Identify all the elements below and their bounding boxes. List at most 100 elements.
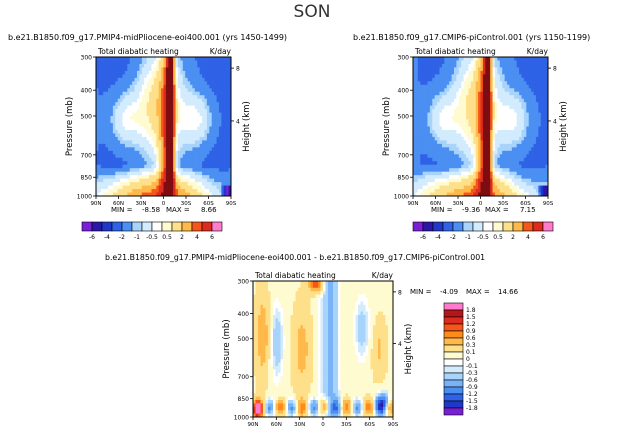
heat-cell [449,157,452,162]
heat-cell [132,105,135,110]
heat-cell [221,189,225,193]
heat-cell [112,178,116,183]
heat-cell [146,57,150,61]
heat-cell [226,119,229,124]
heat-cell [497,102,501,107]
heat-cell [545,116,549,120]
heat-cell [473,63,477,68]
heat-cell [108,147,111,152]
heat-cell [149,95,152,100]
heat-cell [420,171,424,176]
heat-cell [105,126,109,131]
heat-cell [218,95,222,100]
heat-cell [335,301,339,306]
heat-cell [151,109,155,114]
heat-cell [108,161,111,166]
heat-cell [463,109,467,114]
heat-cell [218,171,222,176]
heat-cell [380,294,384,299]
heat-cell [365,294,369,299]
heat-cell [545,88,549,93]
heat-cell [456,182,460,186]
heat-cell [260,281,264,285]
heat-cell [514,57,518,61]
heat-cell [458,171,462,176]
heat-cell [141,175,145,180]
heat-cell [490,154,493,159]
heat-cell [180,154,184,159]
heat-cell [226,88,229,93]
heat-cell [209,105,213,110]
heat-cell [144,182,148,186]
heat-cell [100,182,104,186]
heat-cell [165,77,169,82]
heat-cell [444,105,448,110]
heat-cell [458,126,462,131]
heat-cell [475,129,479,134]
heat-cell [132,140,135,145]
heat-cell [182,171,186,176]
heat-cell [158,133,162,138]
heat-cell [153,133,157,138]
heat-cell [514,105,518,110]
heat-cell [170,178,174,183]
heat-cell [173,126,176,131]
heat-cell [132,74,135,79]
heat-cell [103,102,107,107]
heat-cell [170,192,174,197]
heat-cell [199,95,203,100]
heat-cell [509,119,513,124]
heat-cell [482,182,486,186]
heat-cell [485,147,489,152]
heat-cell [538,109,542,114]
heat-cell [437,88,440,93]
heat-cell [511,88,515,93]
heat-cell [100,116,104,120]
heat-cell [528,150,532,155]
heat-cell [533,175,537,180]
heat-cell [516,133,520,138]
heat-cell [98,164,102,169]
heat-cell [456,77,460,82]
heat-cell [499,81,503,86]
heat-cell [456,129,460,134]
heat-cell [511,164,515,169]
heat-cell [218,189,222,193]
heat-cell [425,67,428,72]
heat-cell [134,133,138,138]
heat-cell [432,67,436,72]
heat-cell [340,284,344,289]
heat-cell [504,150,508,155]
heat-cell [136,185,140,190]
heat-cell [144,84,148,89]
heat-cell [204,175,208,180]
heat-cell [427,147,431,152]
heat-cell [115,182,119,186]
heat-cell [444,182,448,186]
heat-cell [216,136,220,141]
heat-cell [98,98,102,103]
heat-cell [485,112,489,117]
heat-cell [117,102,121,107]
heat-cell [153,63,157,68]
heat-cell [543,119,546,124]
heat-cell [180,102,184,107]
heat-cell [170,150,174,155]
heat-cell [156,185,160,190]
heat-cell [353,291,356,295]
heat-cell [487,105,491,110]
heat-cell [187,98,191,103]
heat-cell [538,192,542,197]
heat-cell [165,91,169,96]
heat-cell [420,91,424,96]
heat-cell [127,185,131,190]
heat-cell [453,109,457,114]
heat-cell [115,157,119,162]
heat-cell [463,136,467,141]
heat-cell [523,81,527,86]
heat-cell [223,178,227,183]
heat-cell [146,81,150,86]
heat-cell [461,157,465,162]
heat-cell [228,189,232,193]
heat-cell [146,67,150,72]
